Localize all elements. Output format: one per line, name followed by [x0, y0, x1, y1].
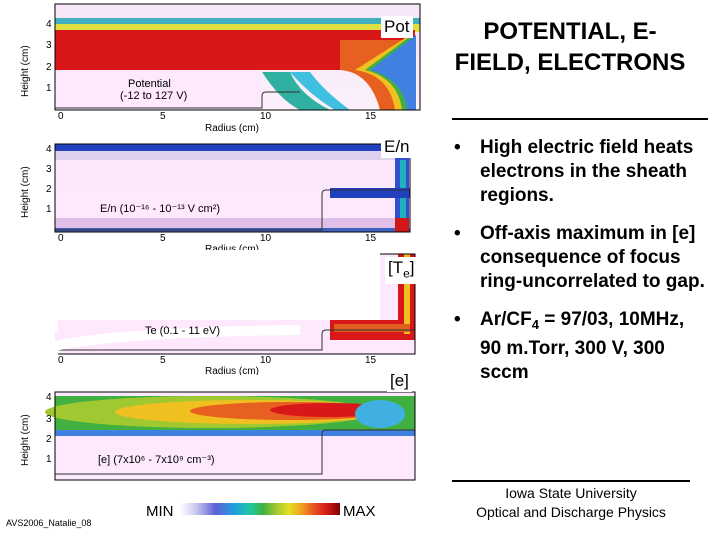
svg-text:10: 10 — [260, 233, 272, 244]
svg-text:1: 1 — [46, 204, 52, 215]
svg-text:1: 1 — [46, 454, 52, 465]
te-tag: [Te] — [385, 257, 418, 285]
colorbar-min-label: MIN — [146, 503, 174, 520]
svg-text:4: 4 — [46, 144, 52, 155]
en-ticks: 4 3 2 1 0 5 10 15 — [46, 144, 377, 244]
svg-text:2: 2 — [46, 434, 52, 445]
credit-text: AVS2006_Natalie_08 — [6, 518, 92, 528]
te-tag-base: [T — [388, 258, 404, 277]
svg-text:15: 15 — [365, 355, 377, 366]
svg-text:3: 3 — [46, 164, 52, 175]
bullet-item: • Off-axis maximum in [e] consequence of… — [448, 222, 706, 294]
bullet-text: Off-axis maximum in [e] consequence of f… — [480, 223, 705, 292]
svg-text:0: 0 — [58, 111, 64, 122]
en-xlabel: Radius (cm) — [205, 244, 259, 255]
svg-text:3: 3 — [46, 414, 52, 425]
affiliation-line-2: Optical and Discharge Physics — [476, 504, 666, 520]
te-xlabel: Radius (cm) — [205, 366, 259, 375]
svg-text:0: 0 — [58, 233, 64, 244]
te-tag-sub: e — [403, 266, 410, 281]
te-plot: 0 5 10 15 Radius (cm) Te (0.1 - 11 eV) — [0, 250, 416, 375]
svg-text:1: 1 — [46, 83, 52, 94]
bullet-item: • Ar/CF4 = 97/03, 10MHz, 90 m.Torr, 300 … — [448, 308, 706, 385]
svg-text:5: 5 — [160, 233, 166, 244]
svg-text:10: 10 — [260, 355, 272, 366]
bullet-item: • High electric field heats electrons in… — [448, 136, 706, 208]
potential-xlabel: Radius (cm) — [205, 123, 259, 134]
potential-plot: 4 3 2 1 0 5 10 15 Radius (cm) Height (cm) Po… — [20, 3, 421, 134]
affiliation: Iowa State University Optical and Discha… — [440, 484, 702, 522]
bullet-marker: • — [454, 137, 461, 158]
potential-ticks: 4 3 2 1 0 5 10 15 — [46, 19, 377, 122]
svg-text:15: 15 — [365, 111, 377, 122]
bullet-text-post: = 97/03, 10MHz, 90 m.Torr, 300 V, 300 sc… — [480, 309, 685, 383]
te-ticks: 0 5 10 15 — [58, 355, 377, 366]
slide-title: POTENTIAL, E-FIELD, ELECTRONS — [454, 18, 686, 76]
bullet-marker: • — [454, 223, 461, 244]
svg-text:4: 4 — [46, 392, 52, 403]
bullet-marker: • — [454, 309, 461, 330]
te-label: Te (0.1 - 11 eV) — [145, 325, 220, 337]
bullet-text-pre: Ar/CF — [480, 309, 532, 330]
svg-text:3: 3 — [46, 40, 52, 51]
bullet-text-sub: 4 — [531, 317, 539, 332]
en-plot: 4 3 2 1 0 5 10 15 Radius (cm) Height (cm) E/… — [20, 143, 411, 255]
potential-tag: Pot — [381, 16, 413, 38]
svg-text:5: 5 — [160, 111, 166, 122]
affiliation-line-1: Iowa State University — [505, 485, 637, 501]
svg-text:2: 2 — [46, 62, 52, 73]
en-ylabel: Height (cm) — [20, 166, 31, 218]
en-label: E/n (10⁻¹⁶ - 10⁻¹³ V cm²) — [100, 203, 220, 215]
potential-label-1: Potential — [128, 78, 171, 90]
colorbar-max-label: MAX — [343, 503, 376, 520]
potential-label-2: (-12 to 127 V) — [120, 90, 187, 102]
electron-tag: [e] — [387, 370, 412, 392]
affiliation-rule — [452, 480, 690, 482]
svg-text:5: 5 — [160, 355, 166, 366]
bullet-list: • High electric field heats electrons in… — [448, 136, 706, 399]
en-tag: E/n — [381, 136, 413, 158]
title-rule — [452, 118, 708, 120]
potential-ylabel: Height (cm) — [20, 45, 31, 97]
svg-text:10: 10 — [260, 111, 272, 122]
electron-ylabel: Height (cm) — [20, 414, 31, 466]
bullet-text: High electric field heats electrons in t… — [480, 137, 694, 206]
electron-label: [e] (7x10⁶ - 7x10⁹ cm⁻³) — [98, 454, 215, 466]
svg-text:2: 2 — [46, 184, 52, 195]
svg-text:0: 0 — [58, 355, 64, 366]
svg-text:4: 4 — [46, 19, 52, 30]
electron-ticks: 4 3 2 1 — [46, 392, 52, 465]
electron-plot: 4 3 2 1 Height (cm) [e] (7x10⁶ - 7x10⁹ cm⁻… — [20, 391, 416, 481]
te-tag-end: ] — [409, 258, 415, 277]
svg-text:15: 15 — [365, 233, 377, 244]
colorbar — [180, 503, 340, 515]
